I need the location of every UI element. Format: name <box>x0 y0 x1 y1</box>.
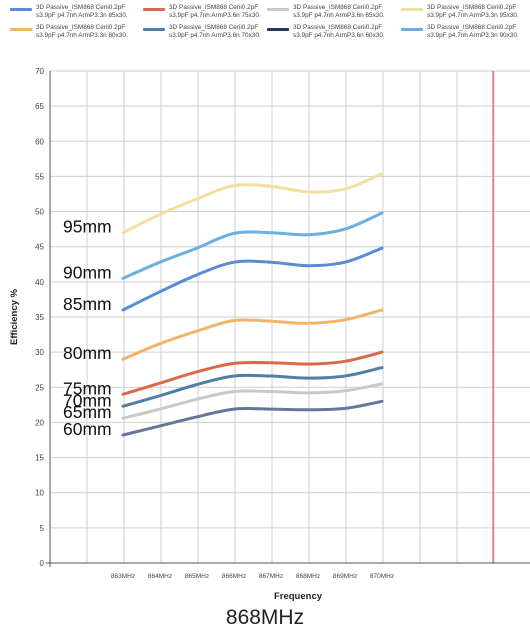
legend-item: 3D Passive_ISM868 Cerii0.2pF s3.9pF p4.7… <box>397 24 529 46</box>
legend-item: 3D Passive_ISM868 Cerii0.2pF s3.9pF p4.7… <box>139 4 271 26</box>
y-tick-label: 65 <box>35 102 44 111</box>
legend-item: 3D Passive_ISM868 Cerii0.2pF s3.9pF p4.7… <box>397 4 529 26</box>
series-line-65mm <box>121 382 384 420</box>
series-line-95mm <box>121 172 384 235</box>
series-line-85mm <box>121 246 384 312</box>
y-tick-label: 70 <box>35 67 44 76</box>
y-tick-label: 25 <box>35 383 44 392</box>
series-line-70mm <box>121 366 384 408</box>
legend-label: 3D Passive_ISM868 Cerii0.2pF s3.9pF p4.7… <box>427 24 519 39</box>
legend-swatch <box>401 28 423 31</box>
y-tick-label: 20 <box>35 418 44 427</box>
series-line-75mm <box>121 350 384 396</box>
x-tick-label: 863MHz <box>111 573 135 580</box>
legend-item: 3D Passive_ISM868 Cerii0.2pF s3.9pF p4.7… <box>139 24 271 46</box>
y-tick-label: 10 <box>35 489 44 498</box>
y-axis-title: Efficiency % <box>9 288 20 345</box>
legend-swatch <box>143 8 165 11</box>
legend-swatch <box>267 28 289 31</box>
x-tick-label: 866MHz <box>222 573 246 580</box>
legend-swatch <box>401 8 423 11</box>
y-tick-label: 15 <box>35 454 44 463</box>
y-tick-label: 60 <box>35 137 44 146</box>
legend-label: 3D Passive_ISM868 Cerii0.2pF s3.9pF p4.7… <box>169 24 261 39</box>
legend-label: 3D Passive_ISM868 Cerii0.2pF s3.9pF p4.7… <box>293 4 385 19</box>
legend-item: 3D Passive_ISM868 Cerii0.2pF s3.9pF p4.7… <box>263 4 395 26</box>
legend-label: 3D Passive_ISM868 Cerii0.2pF s3.9pF p4.7… <box>169 4 261 19</box>
efficiency-chart: 0 5 10 15 20 25 30 35 40 45 50 55 60 65 70 863MHz 864MHz… <box>9 67 530 602</box>
y-tick-label: 45 <box>35 243 44 252</box>
y-tick-label: 0 <box>40 559 45 568</box>
legend-swatch <box>143 28 165 31</box>
legend-swatch <box>10 28 32 31</box>
series-annotation: 60mm <box>63 419 112 439</box>
x-tick-label: 864MHz <box>148 573 172 580</box>
y-tick-label: 30 <box>35 348 44 357</box>
legend-label: 3D Passive_ISM868 Cerii0.2pF s3.9pF p4.7… <box>293 24 385 39</box>
series-annotation: 65mm <box>63 402 112 422</box>
series-line-90mm <box>121 211 384 280</box>
x-tick-label: 868MHz <box>296 573 320 580</box>
series-annotation: 75mm <box>63 378 112 398</box>
x-tick-label: 867MHz <box>259 573 283 580</box>
y-tick-label: 40 <box>35 278 44 287</box>
legend-label: 3D Passive_ISM868 Cerii0.2pF s3.9pF p4.7… <box>36 24 128 39</box>
legend-item: 3D Passive_ISM868 Cerii0.2pF s3.9pF p4.7… <box>6 4 138 26</box>
legend-item: 3D Passive_ISM868 Cerii0.2pF s3.9pF p4.7… <box>263 24 395 46</box>
x-axis-title: Frequency <box>274 591 323 602</box>
y-tick-label: 35 <box>35 313 44 322</box>
series-line-80mm <box>121 308 384 361</box>
series-annotation: 85mm <box>63 294 112 314</box>
chart-legend: 3D Passive_ISM868 Cerii0.2pF s3.9pF p4.7… <box>0 0 530 46</box>
series-line-60mm <box>121 399 384 437</box>
legend-label: 3D Passive_ISM868 Cerii0.2pF s3.9pF p4.7… <box>427 4 519 19</box>
series-annotation: 80mm <box>63 343 112 363</box>
legend-swatch <box>267 8 289 11</box>
x-tick-label: 865MHz <box>185 573 209 580</box>
series-annotation: 70mm <box>63 390 112 410</box>
y-tick-label: 55 <box>35 172 44 181</box>
legend-swatch <box>10 8 32 11</box>
y-tick-label: 50 <box>35 208 44 217</box>
legend-label: 3D Passive_ISM868 Cerii0.2pF s3.9pF p4.7… <box>36 4 128 19</box>
series-annotation: 95mm <box>63 217 112 237</box>
y-tick-label: 5 <box>40 524 45 533</box>
legend-item: 3D Passive_ISM868 Cerii0.2pF s3.9pF p4.7… <box>6 24 138 46</box>
x-tick-label: 869MHz <box>333 573 357 580</box>
frequency-caption: 868MHz <box>225 606 305 629</box>
x-tick-label: 870MHz <box>370 573 394 580</box>
series-annotation: 90mm <box>63 262 112 282</box>
